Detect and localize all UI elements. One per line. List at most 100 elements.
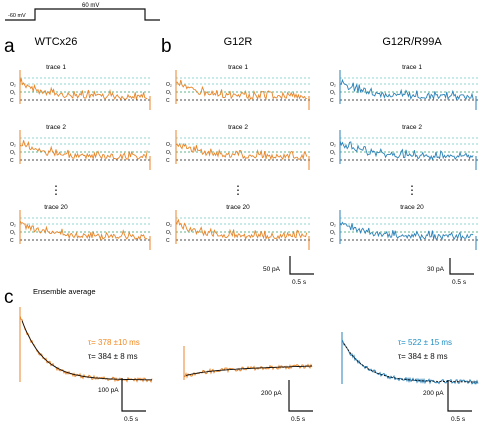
level-label: C xyxy=(10,98,14,104)
level-label: O₂ xyxy=(330,82,336,88)
scalebar-current: 200 pA xyxy=(423,390,444,397)
voltage-protocol: 60 mV -60 mV xyxy=(5,3,160,21)
level-label: O₁ xyxy=(330,230,336,236)
trace-line xyxy=(175,218,308,241)
ellipsis: ⋮ xyxy=(232,183,244,197)
level-label: O₂ xyxy=(166,222,172,228)
trace-scalebar-blue: 30 pA 0.5 s xyxy=(427,258,474,286)
scalebar-current: 30 pA xyxy=(427,266,445,273)
ensemble-scalebar-3: 200 pA 0.5 s xyxy=(423,380,472,423)
ensemble-title: Ensemble average xyxy=(33,287,96,296)
ensemble-trace xyxy=(19,315,153,383)
panel-label-a: a xyxy=(4,36,15,57)
scalebar-lines xyxy=(121,378,146,412)
level-label: C xyxy=(330,158,334,164)
ensemble-fit xyxy=(343,343,478,383)
level-label: O₂ xyxy=(166,82,172,88)
column-title-g12r-r99a: G12R/R99A xyxy=(382,36,442,48)
scalebar-time: 0.5 s xyxy=(452,279,467,286)
ensemble-3 xyxy=(341,332,479,385)
ensemble-scalebar-2: 200 pA 0.5 s xyxy=(261,380,313,423)
ensemble-scalebar-1: 100 pA 0.5 s xyxy=(98,378,146,423)
trace-label: trace 2 xyxy=(46,124,66,131)
fit-tau-g12r-r99a: τ= 522 ± 15 ms xyxy=(398,338,452,347)
scalebar-time: 0.5 s xyxy=(451,416,466,423)
trace-scalebar-orange: 50 pA 0.5 s xyxy=(263,256,314,286)
level-label: C xyxy=(10,238,14,244)
ensemble-trace xyxy=(183,363,313,379)
level-label: O₁ xyxy=(330,150,336,156)
scalebar-current: 50 pA xyxy=(263,266,281,273)
scalebar-lines xyxy=(447,380,472,412)
trace-line xyxy=(339,140,474,161)
ensemble-2 xyxy=(183,346,313,380)
ensemble-fit xyxy=(185,365,313,376)
level-label: O₂ xyxy=(166,142,172,148)
level-label: C xyxy=(166,158,170,164)
level-label: C xyxy=(166,238,170,244)
fit-tau-wtcx26: τ= 378 ±10 ms xyxy=(88,338,140,347)
trace-label: trace 1 xyxy=(46,64,66,71)
trace-line xyxy=(19,220,148,241)
scalebar-time: 0.5 s xyxy=(291,416,306,423)
trace-label: trace 2 xyxy=(402,124,422,131)
level-label: O₁ xyxy=(10,90,16,96)
trace-line xyxy=(175,79,307,101)
scalebar-lines xyxy=(449,258,474,275)
column-title-wtcx26: WTCx26 xyxy=(35,36,78,48)
level-label: C xyxy=(330,98,334,104)
trace-label: trace 1 xyxy=(402,64,422,71)
panel-label-c: c xyxy=(4,287,14,308)
scalebar-lines xyxy=(289,256,314,275)
level-label: O₁ xyxy=(330,90,336,96)
trace-line xyxy=(339,221,474,241)
scalebar-lines xyxy=(288,380,313,412)
level-label: O₁ xyxy=(10,150,16,156)
level-label: C xyxy=(166,98,170,104)
trace-label: trace 20 xyxy=(400,204,424,211)
trace-line xyxy=(19,140,148,161)
level-label: O₂ xyxy=(10,142,16,148)
ellipsis: ⋮ xyxy=(406,183,418,197)
level-label: O₁ xyxy=(166,90,172,96)
panel-label-b: b xyxy=(161,36,172,57)
level-label: O₁ xyxy=(10,230,16,236)
level-label: O₂ xyxy=(330,142,336,148)
level-label: O₂ xyxy=(10,222,16,228)
protocol-holding-label: -60 mV xyxy=(8,13,26,19)
ensemble-averages xyxy=(19,307,479,385)
ellipsis: ⋮ xyxy=(50,183,62,197)
level-label: O₁ xyxy=(166,150,172,156)
trace-label: trace 20 xyxy=(44,204,68,211)
scalebar-time: 0.5 s xyxy=(124,416,139,423)
protocol-step xyxy=(5,8,160,21)
level-label: O₁ xyxy=(166,230,172,236)
trace-line xyxy=(339,78,474,101)
level-label: O₂ xyxy=(330,222,336,228)
trace-label: trace 20 xyxy=(226,204,250,211)
scalebar-current: 200 pA xyxy=(261,390,282,397)
protocol-voltage-label: 60 mV xyxy=(82,3,99,9)
trace-line xyxy=(175,142,308,161)
fit-tau-reference-1: τ= 384 ± 8 ms xyxy=(88,352,138,361)
column-title-g12r: G12R xyxy=(224,36,253,48)
fit-tau-reference-2: τ= 384 ± 8 ms xyxy=(398,352,448,361)
level-label: C xyxy=(10,158,14,164)
level-label: C xyxy=(330,238,334,244)
ensemble-1 xyxy=(19,307,153,383)
scalebar-current: 100 pA xyxy=(98,387,119,394)
level-label: O₂ xyxy=(10,82,16,88)
trace-label: trace 1 xyxy=(228,64,248,71)
